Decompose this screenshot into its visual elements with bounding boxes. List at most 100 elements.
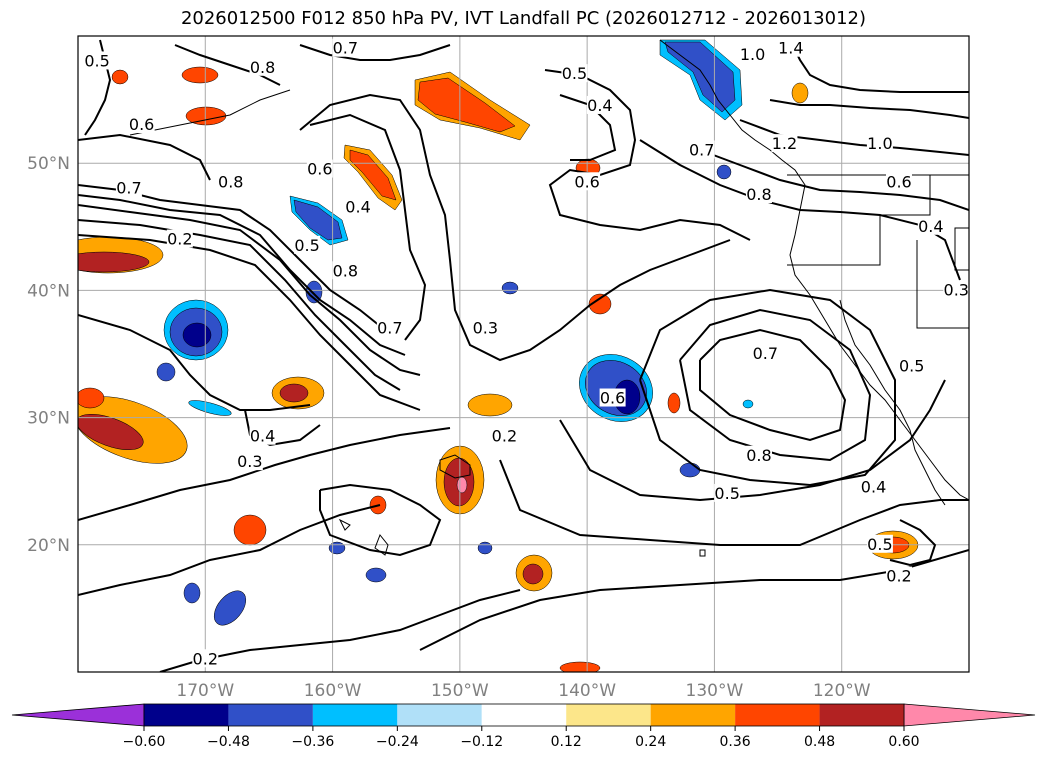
pv-contour-0.4b [309, 113, 427, 341]
neg-fill-171w-37n-core [182, 322, 212, 348]
pos-fill-west-33n [78, 387, 105, 409]
pos-fill-158w-48n-core [349, 149, 397, 201]
contour-label-bg [917, 216, 944, 235]
contour-label-bg [561, 64, 588, 83]
contour-label: 0.2 [193, 649, 218, 668]
contour-label-bg [771, 134, 798, 153]
pv-contour-0.6 [78, 204, 421, 376]
pv-contour-0.2a [78, 504, 381, 596]
pv-contour-0.5c [559, 379, 946, 502]
pv-contour-0.4c [559, 94, 617, 161]
contour-label: 0.5 [867, 535, 892, 554]
contour-label-bg [885, 566, 912, 585]
pos-fill-139w-38n [588, 293, 612, 315]
contour-label-bg [745, 445, 772, 464]
contour-label: 0.7 [689, 140, 714, 159]
contour-label: 0.5 [562, 64, 587, 83]
pv-contour-0.3d [319, 483, 442, 557]
contour-label: 0.4 [587, 96, 612, 115]
contour-label: 0.4 [345, 198, 370, 217]
contour-label: 1.0 [867, 134, 892, 153]
pos-fill-166w-21n [233, 514, 267, 546]
contour-label-bg [192, 649, 219, 668]
colorbar-tick-label: −0.12 [460, 734, 503, 750]
contour-label: 0.7 [333, 39, 358, 58]
colorbar-tick-label: −0.60 [123, 734, 166, 750]
neg-fill-170w-29n [188, 400, 232, 416]
pc-fill-layer [78, 39, 919, 672]
lat-tick-label: 50°N [27, 154, 70, 174]
pv-contour-1.4 [789, 39, 969, 93]
contour-label-bg [688, 140, 715, 159]
colorbar-frame [143, 703, 905, 727]
pv-contour-0.7b [679, 308, 872, 462]
neg-fill-149w-20n [477, 541, 493, 555]
contour-label-bg [574, 172, 601, 191]
contour-label: 0.5 [714, 484, 739, 503]
lon-tick-label: 130°W [686, 681, 744, 700]
contour-label: 0.8 [746, 446, 771, 465]
pv-contour-0.7 [78, 184, 401, 336]
pv-contour-0.6c [78, 133, 211, 181]
lon-tick-label: 160°W [304, 681, 362, 700]
contour-label: 0.5 [84, 51, 109, 70]
colorbar-tick-label: 0.12 [551, 734, 582, 750]
contour-label-bg [306, 159, 333, 178]
contour-label-bg [249, 426, 276, 445]
contour-label-bg [866, 134, 893, 153]
colorbar-extend-min [11, 703, 145, 727]
pos-fill-148w-31n [467, 393, 513, 417]
pv-contour-0.5b [544, 69, 751, 241]
colorbar-extend-max [903, 703, 1036, 727]
contour-label-bg [294, 235, 321, 254]
lat-tick-label: 40°N [27, 281, 70, 301]
colorbar-segment [735, 704, 820, 726]
contour-label-bg [217, 172, 244, 191]
contour-label: 0.6 [129, 115, 154, 134]
map-frame [77, 35, 970, 673]
contour-label: 0.4 [918, 217, 943, 236]
contour-label: 0.6 [600, 389, 625, 408]
contour-label-bg [166, 229, 193, 248]
contour-label: 0.3 [944, 280, 969, 299]
pos-fill-140w-10n [559, 661, 601, 672]
pos-fill-west-40n-core [78, 251, 150, 273]
contour-label-bg [332, 261, 359, 280]
neg-fill-130w-57n-mid [664, 41, 736, 113]
pos-fill-west-30n-core [78, 413, 144, 451]
pos-fill-165w-32n-core [279, 383, 309, 403]
state-borders-3 [954, 227, 969, 271]
contour-label-bg [586, 95, 613, 114]
contour-label: 0.7 [753, 344, 778, 363]
aleutian-chain [129, 89, 291, 136]
pv-contour-0.8b [699, 328, 847, 442]
colorbar-segment [312, 704, 398, 726]
contour-label-bg [860, 477, 887, 496]
colorbar-segment [481, 704, 567, 726]
contour-label-bg [115, 178, 142, 197]
contour-label: 0.7 [116, 179, 141, 198]
pv-contour-0.2c [419, 549, 969, 651]
neg-fill-127w-30n [742, 399, 754, 409]
contour-label: 0.3 [237, 452, 262, 471]
axis-tick-labels: 170°W 160°W 150°W 140°W 130°W 120°W 20°N 30°N 40… [27, 154, 871, 700]
north-america-coast [659, 39, 969, 501]
lon-tick-label: 170°W [176, 681, 234, 700]
pv-contour-1.2 [769, 99, 969, 119]
contour-label: 1.0 [740, 45, 765, 64]
neg-fill-162w-45n-mid [293, 199, 343, 241]
contour-label-bg [128, 115, 155, 134]
hawaii-islands [374, 534, 389, 556]
hawaii-islands-2 [338, 518, 351, 531]
contour-label-bg [236, 452, 263, 471]
contour-label: 0.2 [886, 567, 911, 586]
chart-title: 2026012500 F012 850 hPa PV, IVT Landfall… [180, 8, 867, 29]
neg-fill-129w-48n [716, 164, 732, 180]
contour-label-bg [345, 197, 372, 216]
contour-label-bg [472, 318, 499, 337]
contour-label: 0.8 [250, 58, 275, 77]
contour-label: 0.8 [333, 261, 358, 280]
state-borders-2 [916, 240, 969, 329]
pv-contour-0.8d [174, 44, 281, 86]
colorbar-tick-label: 0.24 [635, 734, 666, 750]
